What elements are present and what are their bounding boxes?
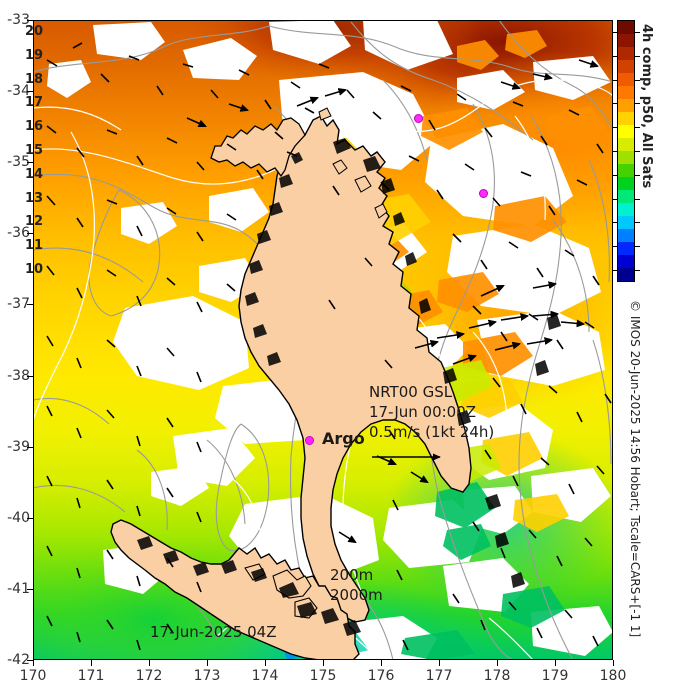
y-tick-label: -39 bbox=[7, 438, 30, 455]
x-tick-mark bbox=[555, 660, 556, 666]
x-tick-label: 171 bbox=[77, 668, 105, 684]
product-label: NRT00 GSL bbox=[369, 383, 453, 401]
contour-label-2000m: 2000m bbox=[330, 586, 383, 604]
x-tick-label: 172 bbox=[135, 668, 163, 684]
vector-scale-arrow bbox=[372, 453, 441, 461]
x-tick-mark bbox=[381, 660, 382, 666]
x-tick-mark bbox=[323, 660, 324, 666]
colorbar-gradient bbox=[618, 21, 634, 281]
x-tick-mark bbox=[497, 660, 498, 666]
x-tick-label: 170 bbox=[19, 668, 47, 684]
colorbar-title: 4h comp, p50, All Sats bbox=[639, 24, 654, 189]
argo-float-marker-east[interactable] bbox=[479, 189, 488, 198]
x-tick-mark bbox=[149, 660, 150, 666]
y-tick-label: -40 bbox=[7, 509, 30, 526]
x-tick-mark bbox=[91, 660, 92, 666]
y-tick-mark bbox=[27, 660, 33, 661]
x-tick-label: 179 bbox=[541, 668, 569, 684]
argo-label: Argo bbox=[322, 429, 365, 448]
y-tick-label: -38 bbox=[7, 367, 30, 384]
vector-scale-label: 0.5m/s (1kt 24h) bbox=[369, 423, 495, 441]
x-tick-mark bbox=[265, 660, 266, 666]
y-tick-label: -41 bbox=[7, 580, 30, 597]
y-tick-label: -35 bbox=[7, 154, 30, 171]
y-tick-label: -36 bbox=[7, 225, 30, 242]
x-tick-mark bbox=[33, 660, 34, 666]
y-tick-label: -33 bbox=[7, 12, 30, 28]
colorbar-tick-mark bbox=[635, 270, 640, 272]
velocity-vector-layer bbox=[46, 42, 612, 651]
argo-float-marker-north[interactable] bbox=[414, 114, 423, 123]
x-tick-mark bbox=[439, 660, 440, 666]
x-tick-label: 173 bbox=[193, 668, 221, 684]
map-plot-area[interactable]: Argo NRT00 GSL 17-Jun 00:00Z 0.5m/s (1kt… bbox=[33, 20, 613, 660]
x-tick-label: 180 bbox=[599, 668, 627, 684]
valid-time-label: 17-Jun 00:00Z bbox=[369, 403, 477, 421]
timestamp-label: 17-Jun-2025 04Z bbox=[150, 623, 277, 641]
credit-text: © IMOS 20-Jun-2025 14:56 Hobart; Tscale=… bbox=[628, 300, 642, 638]
y-tick-label: -42 bbox=[7, 652, 30, 668]
x-tick-label: 174 bbox=[251, 668, 279, 684]
colorbar-tick-mark bbox=[635, 246, 640, 248]
x-tick-label: 175 bbox=[309, 668, 337, 684]
coastal-noise-layer bbox=[137, 138, 561, 636]
x-tick-label: 178 bbox=[483, 668, 511, 684]
argo-float-marker-main[interactable] bbox=[305, 436, 314, 445]
x-tick-label: 177 bbox=[425, 668, 453, 684]
x-tick-label: 176 bbox=[367, 668, 395, 684]
colorbar[interactable] bbox=[617, 20, 635, 282]
x-tick-mark bbox=[613, 660, 614, 666]
x-tick-mark bbox=[207, 660, 208, 666]
y-tick-label: -34 bbox=[7, 83, 30, 100]
contour-label-200m: 200m bbox=[330, 566, 374, 584]
y-tick-label: -37 bbox=[7, 296, 30, 313]
